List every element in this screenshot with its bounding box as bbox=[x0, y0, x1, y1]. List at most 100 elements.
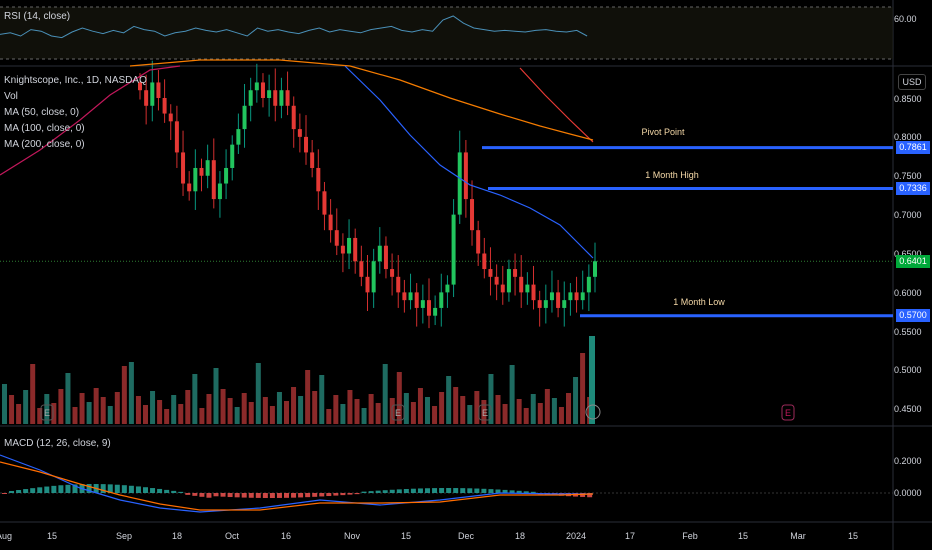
volume-bar bbox=[248, 402, 254, 424]
ma200-indicator-label[interactable]: MA (200, close, 0) bbox=[4, 139, 85, 150]
month-high-label: 1 Month High bbox=[645, 170, 699, 180]
macd-histogram-bar bbox=[171, 490, 177, 493]
earnings-marker bbox=[781, 404, 795, 421]
candle-body bbox=[476, 230, 481, 254]
volume-bar bbox=[150, 391, 156, 424]
macd-histogram-bar bbox=[467, 488, 473, 493]
macd-histogram-bar bbox=[298, 493, 304, 498]
symbol-title[interactable]: Knightscope, Inc., 1D, NASDAQ bbox=[4, 75, 147, 86]
volume-bar bbox=[354, 399, 360, 424]
volume-bar bbox=[220, 389, 226, 424]
volume-bar bbox=[143, 405, 148, 424]
macd-histogram-bar bbox=[255, 493, 261, 498]
macd-histogram-bar bbox=[375, 490, 381, 493]
candle-body bbox=[525, 284, 530, 293]
macd-indicator-label[interactable]: MACD (12, 26, close, 9) bbox=[4, 438, 111, 449]
rsi-band bbox=[0, 7, 893, 59]
candle-body bbox=[377, 245, 382, 262]
macd-histogram-bar bbox=[361, 491, 367, 493]
candle-body bbox=[494, 276, 499, 285]
volume-bar bbox=[474, 391, 480, 424]
volume-bar bbox=[114, 392, 120, 424]
candle-body bbox=[174, 121, 179, 153]
volume-bar bbox=[284, 401, 289, 424]
candle-body bbox=[211, 160, 216, 200]
rsi-indicator-label: RSI (14, close) bbox=[4, 11, 71, 22]
macd-histogram-bar bbox=[312, 493, 318, 497]
macd-histogram-bar bbox=[248, 493, 254, 498]
candle-body bbox=[568, 292, 573, 301]
volume-bar bbox=[410, 402, 416, 424]
macd-histogram-bar bbox=[128, 485, 134, 493]
macd-histogram-bar bbox=[488, 489, 494, 493]
volume-bar bbox=[580, 353, 586, 424]
volume-bar bbox=[44, 394, 50, 424]
ma50-line bbox=[344, 65, 594, 259]
volume-bar bbox=[185, 390, 191, 424]
volume-bar bbox=[171, 395, 177, 424]
macd-histogram-bar bbox=[382, 490, 388, 493]
volume-bar bbox=[495, 395, 501, 424]
candle-body bbox=[322, 191, 327, 215]
volume-bar bbox=[551, 398, 557, 424]
candle-body bbox=[470, 199, 475, 231]
candle-body bbox=[199, 167, 204, 176]
time-axis-label: 15 bbox=[46, 531, 58, 541]
volume-bar bbox=[488, 374, 494, 424]
volume-bar bbox=[23, 390, 29, 424]
earnings-marker-label: E bbox=[44, 408, 50, 418]
candle-body bbox=[420, 300, 425, 308]
ma100-indicator-label[interactable]: MA (100, close, 0) bbox=[4, 123, 85, 134]
volume-bar bbox=[382, 364, 388, 424]
volume-bar bbox=[312, 391, 318, 424]
volume-bar bbox=[333, 395, 339, 424]
candle-body bbox=[408, 292, 413, 301]
candle-body bbox=[482, 253, 487, 270]
macd-line bbox=[0, 454, 593, 513]
volume-bar bbox=[2, 384, 7, 424]
time-axis-label: 16 bbox=[280, 531, 292, 541]
volume-bar bbox=[537, 403, 543, 424]
price-axis-label: 0.7000 bbox=[894, 210, 922, 220]
candle-body bbox=[506, 269, 511, 293]
time-axis-label: 18 bbox=[514, 531, 526, 541]
volume-bar bbox=[375, 403, 381, 424]
candle-body bbox=[371, 261, 376, 293]
candle-body bbox=[574, 292, 579, 301]
candle-body bbox=[353, 237, 358, 262]
currency-selector[interactable]: USD bbox=[898, 74, 926, 90]
candle-body bbox=[156, 82, 161, 98]
price-axis-label: 0.8000 bbox=[894, 132, 922, 142]
volume-bar bbox=[558, 407, 564, 424]
candle-body bbox=[150, 82, 155, 106]
volume-bar bbox=[347, 390, 353, 424]
candle-body bbox=[248, 90, 253, 106]
macd-histogram-bar bbox=[326, 493, 332, 497]
volume-bar bbox=[16, 404, 22, 424]
candle-body bbox=[402, 292, 407, 301]
macd-histogram-bar bbox=[425, 488, 430, 493]
macd-axis-label: 0.0000 bbox=[894, 488, 922, 498]
volume-bar bbox=[65, 373, 71, 424]
macd-histogram-bar bbox=[523, 491, 529, 493]
candle-body bbox=[537, 300, 542, 308]
volume-bar bbox=[164, 409, 170, 424]
candle-body bbox=[414, 292, 419, 308]
candle-body bbox=[334, 230, 339, 246]
candle-body bbox=[383, 245, 388, 270]
volume-bar bbox=[573, 377, 579, 424]
candle-body bbox=[439, 292, 444, 308]
volume-bar bbox=[439, 392, 445, 424]
candle-body bbox=[254, 82, 259, 91]
volume-bar bbox=[516, 399, 522, 424]
macd-histogram-bar bbox=[389, 489, 395, 493]
volume-indicator-label[interactable]: Vol bbox=[4, 91, 18, 102]
candle-body bbox=[359, 261, 364, 277]
month-high-price-tag: 0.7336 bbox=[896, 182, 930, 195]
candle-body bbox=[519, 276, 524, 293]
volume-bar bbox=[9, 395, 15, 424]
ma50-indicator-label[interactable]: MA (50, close, 0) bbox=[4, 107, 80, 118]
candle-body bbox=[365, 276, 370, 293]
candle-body bbox=[310, 152, 315, 168]
